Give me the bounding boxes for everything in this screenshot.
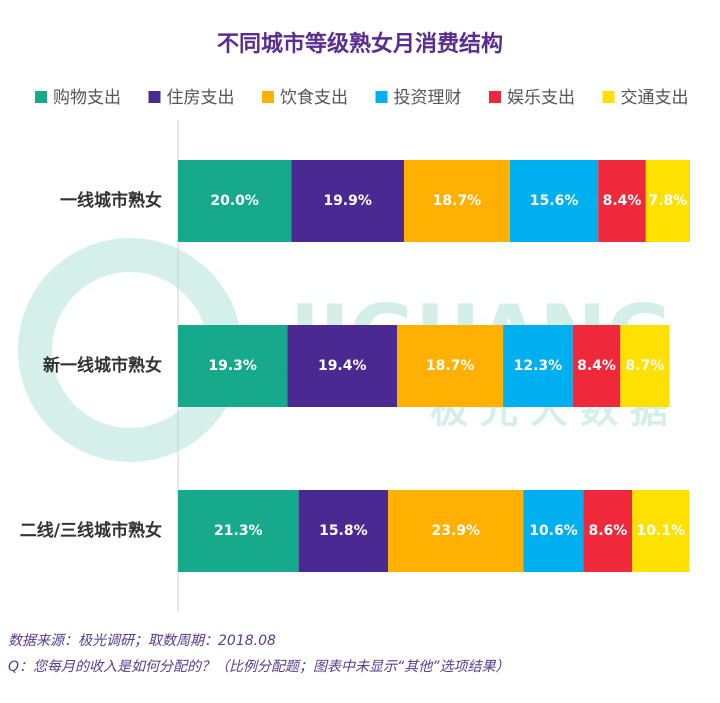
bar-segment <box>397 325 504 407</box>
bar-segment <box>178 325 288 407</box>
value-label: 18.7% <box>433 193 482 209</box>
value-label: 15.8% <box>319 523 368 539</box>
value-label: 19.9% <box>323 193 372 209</box>
bar-segment <box>645 160 690 242</box>
value-label: 8.7% <box>626 358 665 374</box>
bar-segment <box>598 160 646 242</box>
bar-segment <box>287 325 398 407</box>
bar-segment <box>572 325 621 407</box>
value-label: 19.3% <box>208 358 257 374</box>
note: Q：您每月的收入是如何分配的？（比例分配题；图表中未显示“其他”选项结果） <box>8 659 510 675</box>
category-label: 一线城市熟女 <box>60 190 162 211</box>
value-label: 20.0% <box>210 193 259 209</box>
value-label: 12.3% <box>514 358 563 374</box>
legend-label: 住房支出 <box>167 88 235 108</box>
bar-segment <box>388 490 524 572</box>
value-label: 19.4% <box>318 358 367 374</box>
value-label: 15.6% <box>530 193 579 209</box>
legend-swatch <box>375 91 388 103</box>
legend-label: 购物支出 <box>53 88 121 108</box>
legend-swatch <box>148 91 161 103</box>
value-label: 23.9% <box>432 523 481 539</box>
bar-segment <box>620 325 670 407</box>
value-label: 8.4% <box>577 358 616 374</box>
bar-segment <box>178 160 292 242</box>
bar-segment <box>403 160 510 242</box>
bar-segment <box>632 490 690 572</box>
legend-swatch <box>262 91 274 103</box>
legend-label: 饮食支出 <box>280 88 348 108</box>
legend-label: 投资理财 <box>394 88 462 108</box>
category-label: 二线/三线城市熟女 <box>20 520 162 541</box>
legend-swatch <box>35 91 47 103</box>
value-label: 10.1% <box>637 523 686 539</box>
value-label: 21.3% <box>214 523 263 539</box>
value-label: 8.6% <box>588 523 627 539</box>
bar-segment <box>178 490 299 572</box>
bar-segment <box>583 490 633 572</box>
category-label: 新一线城市熟女 <box>43 355 162 376</box>
value-label: 10.6% <box>529 523 578 539</box>
value-label: 7.8% <box>648 193 687 209</box>
bar-segment <box>298 490 389 572</box>
value-label: 8.4% <box>603 193 642 209</box>
chart-title: 不同城市等级熟女月消费结构 <box>217 31 503 57</box>
legend-swatch <box>489 91 501 103</box>
legend-label: 娱乐支出 <box>507 88 575 108</box>
value-label: 18.7% <box>426 358 475 374</box>
bar-segment <box>523 490 584 572</box>
legend-label: 交通支出 <box>621 88 689 108</box>
bar-segment <box>509 160 599 242</box>
source: 数据来源：极光调研；取数周期：2018.08 <box>8 633 276 649</box>
legend-swatch <box>602 91 615 103</box>
bar-segment <box>503 325 573 407</box>
bar-segment <box>291 160 404 242</box>
